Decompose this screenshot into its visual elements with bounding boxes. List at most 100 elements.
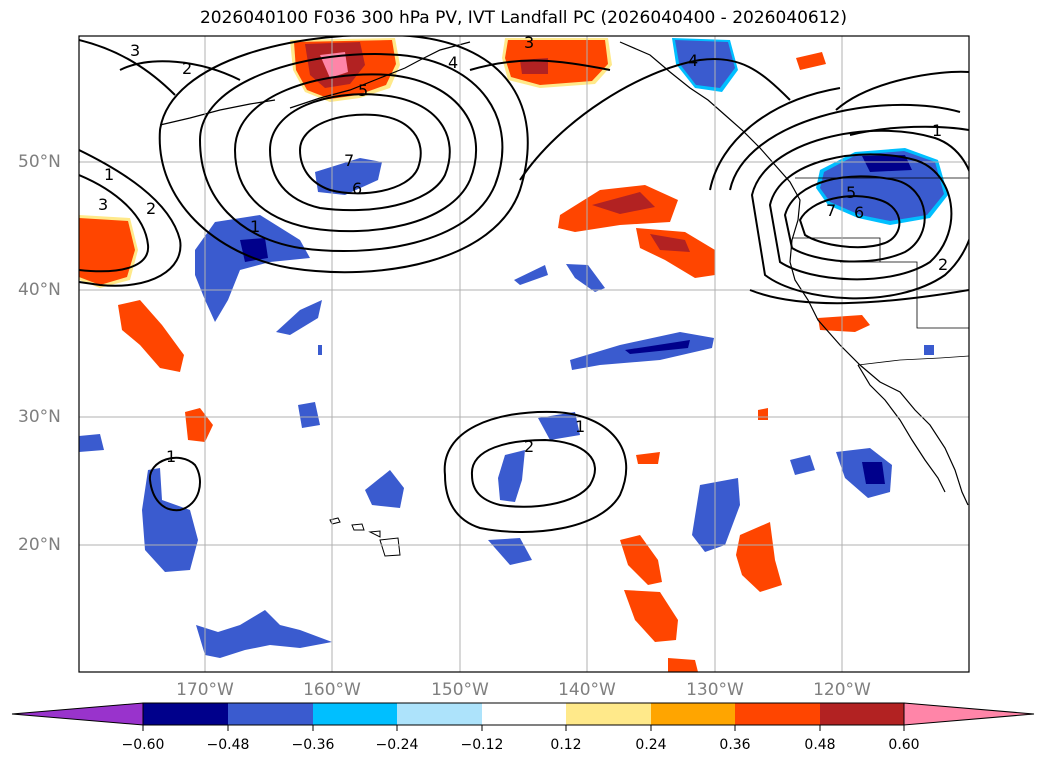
contour-label: 7 [344,151,354,170]
pv-positive-patch [320,52,348,78]
colorbar-tick-label: −0.36 [291,737,335,753]
contour-label: 3 [98,195,108,214]
island [329,517,341,525]
graticule [79,36,969,672]
colorbar-extend-left [11,702,144,726]
contour-line [470,438,596,508]
political-borders [792,177,969,366]
contour-label: 6 [352,179,362,198]
pv-positive-patch [118,300,184,372]
colorbar-segment [820,703,904,725]
colorbar-tick-label: 0.36 [719,737,751,753]
pv-positive-patch [620,535,662,585]
contour-line [268,93,451,212]
lat-label: 50°N [18,152,61,172]
lon-label: 170°W [176,680,234,700]
lat-label: 20°N [18,535,61,555]
pv-negative-patch [862,462,885,484]
pv-negative-patch [820,151,944,221]
contour-line [469,59,611,71]
pv-negative-patch [195,215,310,322]
pv-negative-patch [276,300,322,335]
colorbar-tick-label: −0.12 [460,737,504,753]
island [379,537,401,557]
lon-label: 120°W [813,680,871,700]
colorbar-segment [143,703,228,725]
ivt-contours [79,36,969,533]
island [368,530,381,538]
coastline-aleutians [159,99,276,126]
map-frame [78,35,970,673]
contour-label: 2 [938,255,948,274]
colorbar-segment [651,703,735,725]
lon-label: 140°W [558,680,616,700]
lon-label: 130°W [686,680,744,700]
lon-label: 150°W [431,680,489,700]
pv-negative-patch [79,434,104,452]
pv-negative-patch [924,345,934,355]
colorbar-tick-label: −0.24 [375,737,419,753]
map-canvas: 3 2 1 2 3 1 4 5 6 7 3 4 1 5 6 7 2 1 2 1 [79,33,969,672]
pv-positive-patch [624,590,678,642]
pv-negative-patch [514,265,548,285]
pv-negative-patch [365,470,404,508]
coastline-alaska [289,41,471,109]
contour-line [749,289,969,305]
pv-negative-patch [196,610,332,658]
pv-positive-patch [736,522,782,592]
colorbar-extend-right [903,702,1035,726]
contour-line [709,87,841,191]
colorbar-tick-label: 0.24 [635,737,667,753]
pv-negative-patch [318,345,322,355]
contour-label: 3 [130,41,140,60]
contour-line [148,456,201,512]
colorbar-frame [142,702,905,726]
colorbar-tick-label: −0.60 [121,737,165,753]
pv-positive-patch [796,52,826,70]
border-oregon [792,237,881,262]
contour-line [519,58,791,181]
pv-negative-patch [625,340,690,354]
map-title: 2026040100 F036 300 hPa PV, IVT Landfall… [199,8,847,28]
contour-line [849,125,969,136]
contour-line [233,73,478,233]
hawaiian-islands [329,517,401,557]
contour-label: 1 [166,447,176,466]
colorbar-tick-marks [142,725,905,731]
pv-positive-patch [818,315,870,332]
contour-line [79,149,182,287]
pv-negative-patch [692,478,740,552]
contour-label: 4 [688,51,698,70]
contour-label: 1 [250,217,260,236]
pv-negative-patch [538,412,580,440]
contour-line [729,103,961,191]
colorbar-segment [228,703,313,725]
pv-positive-patch [79,218,135,285]
pv-positive-patch [520,58,548,74]
colorbar-tick-label: −0.48 [206,737,250,753]
contour-line [119,60,241,81]
pv-positive-patch [650,234,690,252]
contour-line [79,174,150,273]
contour-line [798,195,901,249]
pv-positive-patch [758,408,768,420]
contour-line [783,175,926,263]
negative-pv-anomalies [79,38,948,658]
contour-label: 5 [358,81,368,100]
pv-negative-patch [566,264,605,292]
contour-label: 2 [182,59,192,78]
contour-label: 1 [575,417,585,436]
colorbar-segment [482,703,566,725]
colorbar-segment [566,703,651,725]
pv-negative-patch [790,455,815,475]
colorbar-tick-label: 0.48 [804,737,836,753]
contour-label: 6 [854,203,864,222]
pv-negative-patch [675,40,735,88]
pv-positive-patch [592,192,655,214]
colorbar-segment [735,703,820,725]
colorbar-tick-label: 0.12 [550,737,582,753]
contour-label: 3 [524,33,534,52]
contour-line [443,410,628,533]
colorbar-tick-label: 0.60 [888,737,920,753]
contour-label: 5 [846,183,856,202]
